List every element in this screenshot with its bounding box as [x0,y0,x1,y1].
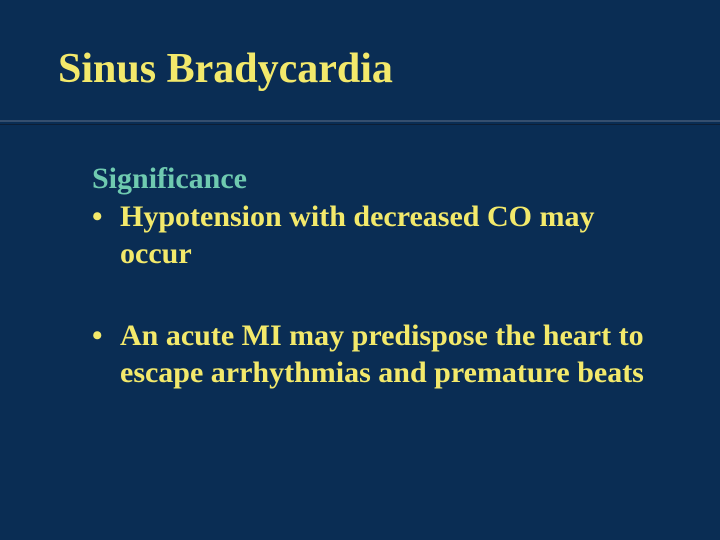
body-area: Significance • Hypotension with decrease… [92,160,652,392]
bullet-marker-icon: • [92,198,120,236]
bullet-gap [92,273,652,317]
bullet-text: An acute MI may predispose the heart to … [120,317,652,392]
slide-title: Sinus Bradycardia [58,46,658,92]
title-area: Sinus Bradycardia [58,46,658,92]
bullet-text: Hypotension with decreased CO may occur [120,198,652,273]
slide: Sinus Bradycardia Significance • Hypoten… [0,0,720,540]
bullet-marker-icon: • [92,317,120,355]
bullet-item: • An acute MI may predispose the heart t… [92,317,652,392]
bullet-item: • Hypotension with decreased CO may occu… [92,198,652,273]
divider-top [0,120,720,122]
divider-bottom [0,124,720,125]
subheading: Significance [92,160,652,198]
